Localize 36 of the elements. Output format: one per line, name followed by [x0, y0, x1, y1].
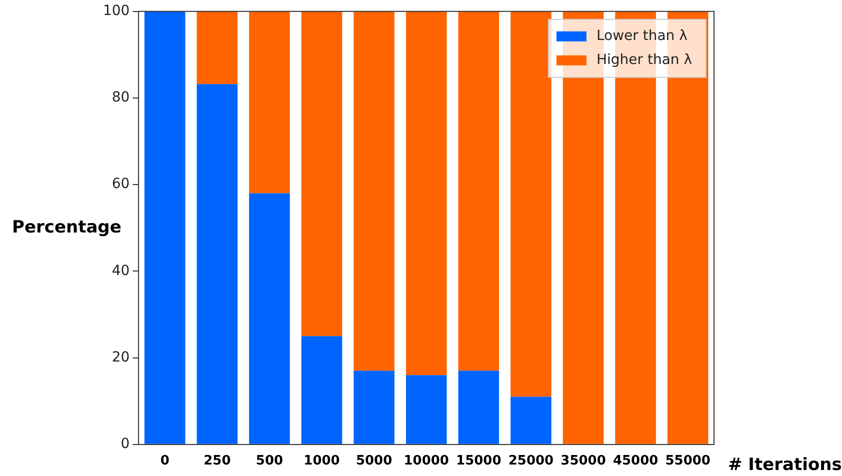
legend-label: Lower than λ [596, 28, 688, 44]
x-tick-label: 55000 [665, 454, 710, 469]
bar [301, 11, 342, 336]
x-tick-label: 25000 [508, 454, 554, 469]
x-tick-label: 5000 [356, 454, 392, 469]
bar [406, 11, 447, 376]
x-tick-label: 10000 [404, 454, 449, 469]
bar [406, 375, 447, 444]
bar [249, 11, 290, 194]
x-tick-label: 45000 [612, 454, 658, 469]
bar [458, 370, 500, 444]
legend-label: Higher than λ [596, 52, 692, 68]
bar [196, 84, 238, 444]
bar [196, 11, 238, 84]
y-tick-label: 100 [102, 3, 130, 20]
bar [510, 396, 552, 444]
bar [354, 11, 394, 371]
y-tick-label: 40 [112, 262, 130, 279]
x-tick-label: 500 [256, 454, 284, 469]
x-tick-label: 0 [160, 454, 170, 469]
bar [510, 11, 552, 397]
bar [458, 11, 500, 371]
bar [249, 193, 290, 444]
x-tick-label: 15000 [456, 454, 502, 469]
bar [301, 336, 342, 444]
y-tick-label: 60 [112, 176, 130, 192]
x-tick-label: 250 [204, 454, 231, 469]
x-tick-label: 1000 [304, 454, 340, 469]
x-axis-title: # Iterations [728, 454, 842, 475]
y-axis-title: Percentage [12, 217, 122, 238]
bar [144, 11, 186, 444]
y-tick-label: 20 [112, 349, 130, 366]
x-tick-label: 35000 [560, 454, 606, 469]
bar [354, 370, 394, 444]
y-tick-label: 80 [112, 90, 130, 106]
y-tick-label: 0 [120, 436, 130, 452]
